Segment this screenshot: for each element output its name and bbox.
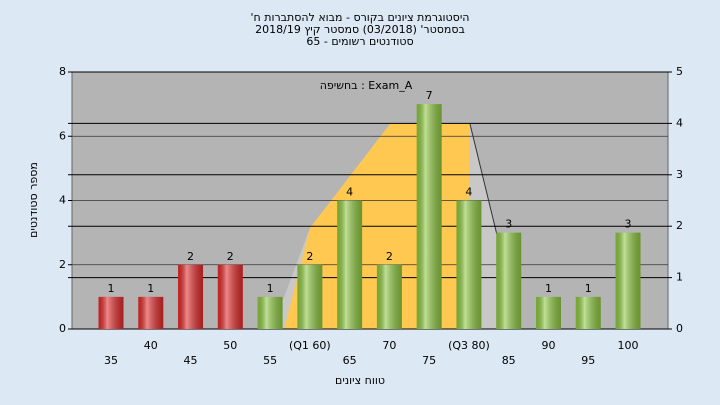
chart-subtitle: בסמסטר' (03/2018) סמסטר קיץ 2018/19 (255, 23, 465, 36)
data-label: 4 (346, 186, 353, 199)
bar-shine (138, 296, 164, 329)
data-label: 1 (545, 282, 552, 295)
data-label: 2 (306, 250, 313, 263)
bars: 1 1 2 2 1 2 4 2 7 4 3 1 1 3 (98, 89, 641, 329)
x-tick-label: 65 (343, 354, 357, 367)
whisker (469, 123, 498, 236)
data-label: 1 (585, 282, 592, 295)
y2-tick-label: 0 (676, 322, 683, 335)
data-label: 4 (465, 186, 472, 199)
y-tick-label: 8 (59, 65, 66, 78)
data-label: 7 (426, 89, 433, 102)
y-tick-label: 0 (59, 322, 66, 335)
x-tick-label: 35 (104, 354, 118, 367)
bar-shine (615, 232, 641, 329)
x-tick-label: 40 (144, 339, 158, 352)
x-tick-label: 90 (541, 339, 555, 352)
chart-subtitle: סטודנטים רשומים - 65 (306, 35, 413, 48)
annotation: בחשיפה : Exam_A (320, 79, 413, 92)
bar-shine (416, 104, 442, 329)
data-label: 1 (147, 282, 154, 295)
bar-shine (535, 296, 561, 329)
data-label: 2 (187, 250, 194, 263)
data-label: 2 (386, 250, 393, 263)
x-tick-label: 45 (184, 354, 198, 367)
y2-tick-label: 2 (676, 219, 683, 232)
bar-shine (178, 264, 204, 329)
data-label: 2 (227, 250, 234, 263)
bar-shine (496, 232, 522, 329)
y2-tick-label: 1 (676, 271, 683, 284)
bar-shine (98, 296, 124, 329)
y2-tick-label: 3 (676, 168, 683, 181)
bar-shine (376, 264, 402, 329)
x-tick-label: 100 (618, 339, 639, 352)
bar-shine (575, 296, 601, 329)
x-tick-label: 55 (263, 354, 277, 367)
data-label: 3 (625, 218, 632, 231)
bar-shine (217, 264, 243, 329)
bar-shine (337, 200, 363, 329)
y-axis-label: מספר סטודנטים (27, 162, 40, 238)
data-label: 3 (505, 218, 512, 231)
y-tick-label: 2 (59, 258, 66, 271)
x-tick-label: (Q1 60) (289, 339, 331, 352)
x-axis-label: טווח ציונים (335, 374, 385, 387)
bar-shine (456, 200, 482, 329)
y-tick-label: 6 (59, 129, 66, 142)
x-tick-label: 95 (581, 354, 595, 367)
x-tick-label: 50 (223, 339, 237, 352)
grid (68, 71, 668, 330)
x-tick-label: 75 (422, 354, 436, 367)
data-label: 1 (108, 282, 115, 295)
x-tick-label: 70 (382, 339, 396, 352)
y-tick-label: 4 (59, 194, 66, 207)
bar-shine (297, 264, 323, 329)
x-tick-label: (Q3 80) (448, 339, 490, 352)
bar-shine (257, 296, 283, 329)
data-label: 1 (267, 282, 274, 295)
chart-title: היסטוגרמת ציונים בקורס - מבוא להסתברות ח… (251, 11, 470, 24)
y2-tick-label: 5 (676, 65, 683, 78)
x-tick-label: 85 (502, 354, 516, 367)
y2-tick-label: 4 (676, 116, 683, 129)
